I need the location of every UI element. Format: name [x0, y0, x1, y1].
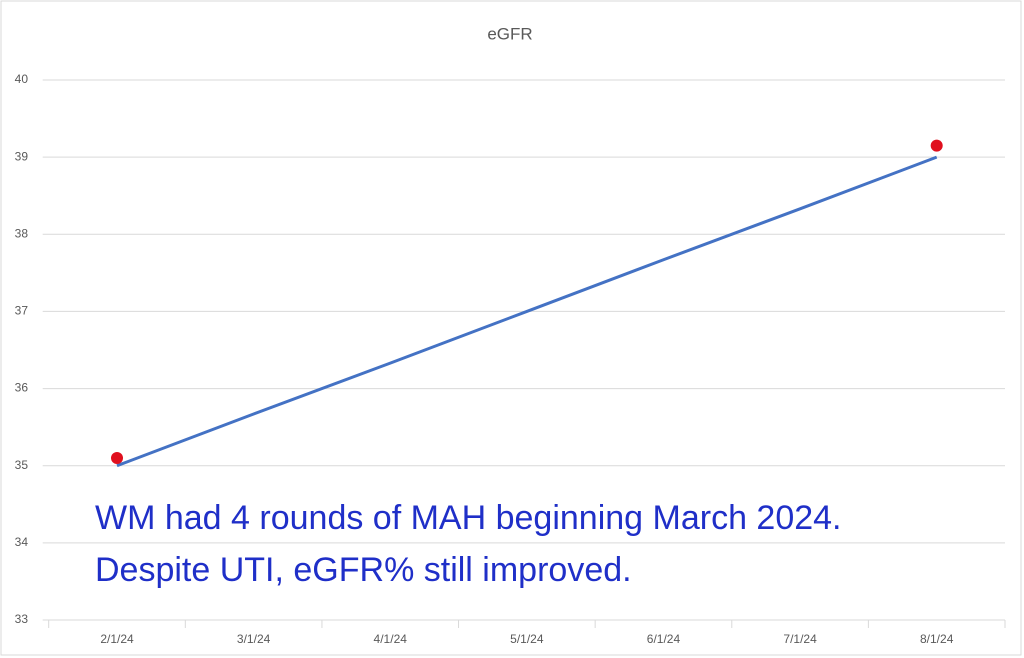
data-line: [116, 155, 938, 468]
y-tick-label: 37: [15, 304, 29, 318]
x-tick-label: 5/1/24: [510, 632, 544, 646]
y-tick-label: 38: [15, 226, 29, 240]
chart-title: eGFR: [487, 24, 532, 43]
y-tick-label: 39: [15, 149, 29, 163]
x-tick-label: 2/1/24: [100, 632, 134, 646]
y-tick-label: 33: [15, 612, 29, 626]
y-tick-label: 35: [15, 458, 29, 472]
x-tick-label: 8/1/24: [920, 632, 954, 646]
x-tick-label: 3/1/24: [237, 632, 271, 646]
y-tick-label: 36: [15, 381, 29, 395]
annotation: WM had 4 rounds of MAH beginning March 2…: [95, 499, 842, 537]
y-tick-label: 40: [15, 72, 29, 86]
data-point: [111, 452, 124, 464]
annotation: Despite UTI, eGFR% still improved.: [95, 551, 632, 589]
y-tick-label: 34: [15, 535, 29, 549]
x-tick-label: 7/1/24: [783, 632, 817, 646]
x-tick-label: 6/1/24: [647, 632, 681, 646]
data-point: [930, 139, 943, 152]
x-tick-label: 4/1/24: [374, 632, 408, 646]
